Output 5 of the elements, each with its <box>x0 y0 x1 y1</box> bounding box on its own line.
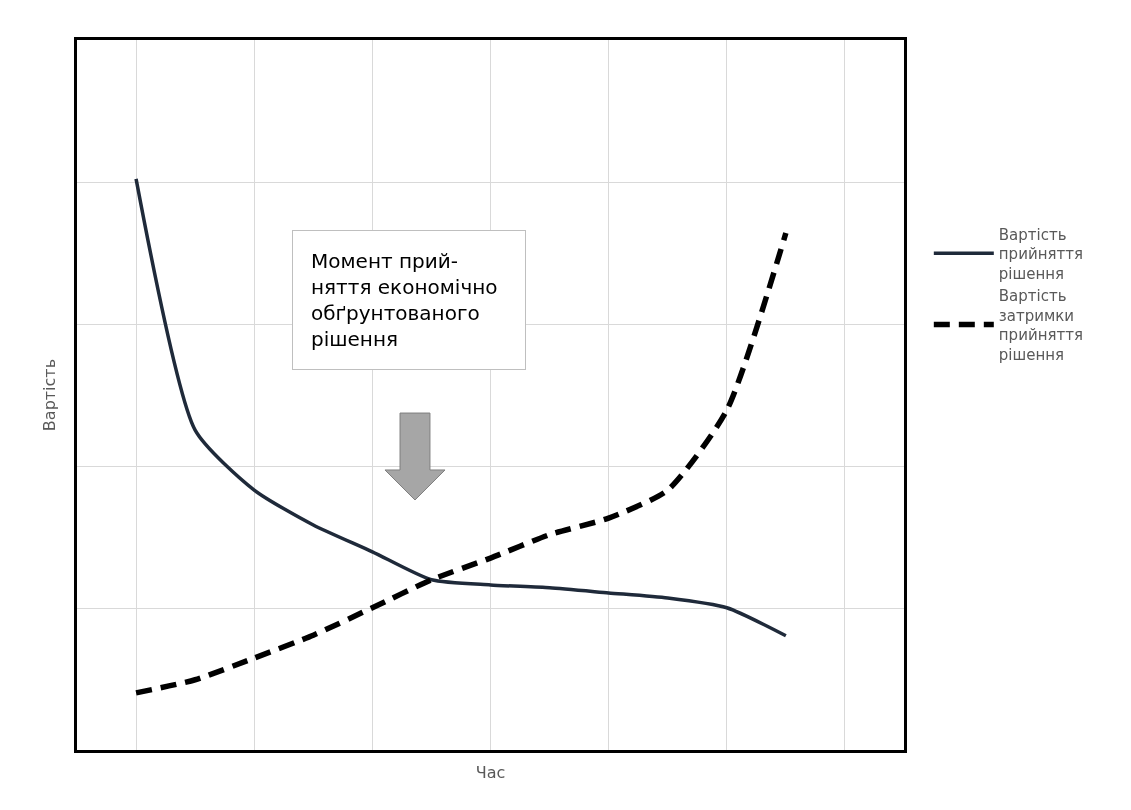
legend-label: Вартість затримки прийняття рішення <box>998 287 1083 364</box>
y-axis-title: Вартість <box>39 358 59 432</box>
x-axis-title: Час <box>475 762 506 782</box>
legend-label: Вартість прийняття рішення <box>998 225 1083 283</box>
annotation: Момент прий- няття економічно обґрунтованого рішення <box>311 249 498 351</box>
